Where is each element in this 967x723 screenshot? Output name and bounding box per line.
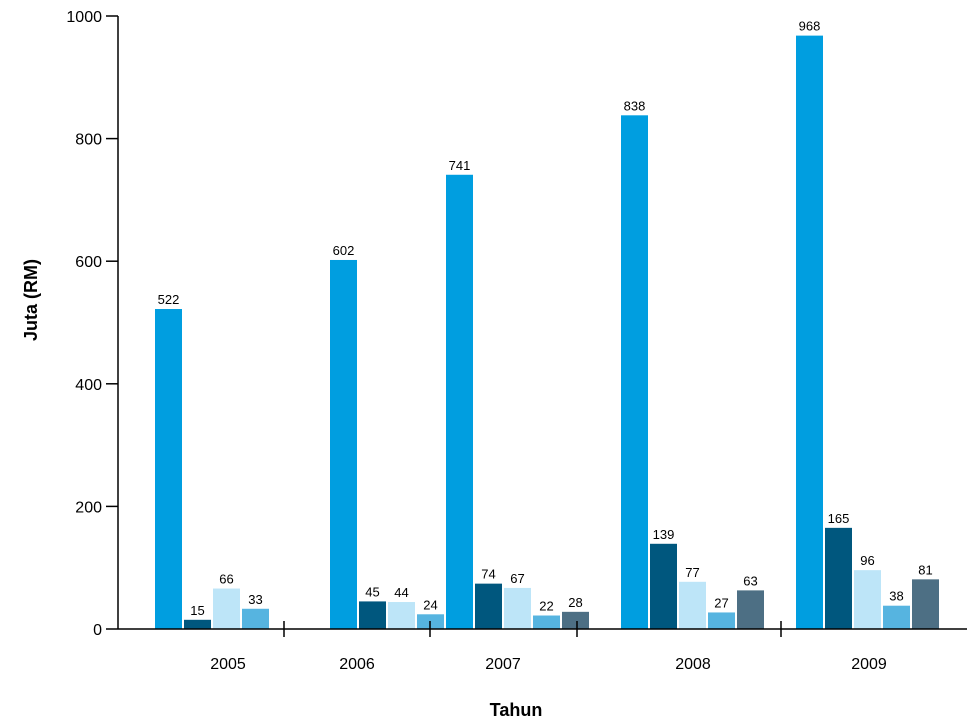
- bar: [621, 115, 648, 629]
- bar-value-label: 968: [799, 19, 821, 34]
- bar-value-label: 66: [219, 572, 233, 587]
- bar-value-label: 63: [743, 573, 757, 588]
- y-tick-label: 200: [75, 499, 102, 516]
- bar-value-label: 33: [248, 592, 262, 607]
- y-tick-label: 0: [93, 622, 102, 639]
- bar: [650, 543, 677, 629]
- bar-value-label: 602: [333, 243, 355, 258]
- bar: [504, 587, 531, 629]
- bar: [359, 601, 386, 629]
- bar: [184, 619, 211, 629]
- bar: [330, 259, 357, 629]
- bar-value-label: 96: [860, 553, 874, 568]
- bar: [475, 583, 502, 629]
- bar-value-label: 44: [394, 585, 408, 600]
- x-tick-label: 2005: [210, 656, 246, 673]
- bar: [446, 174, 473, 629]
- bar: [388, 602, 415, 629]
- y-tick-label: 800: [75, 132, 102, 149]
- y-tick-label: 400: [75, 377, 102, 394]
- bar: [708, 612, 735, 629]
- bar-value-label: 45: [365, 584, 379, 599]
- bar-value-label: 15: [190, 603, 204, 618]
- bar: [155, 309, 182, 629]
- x-ticks: 2005 2006 2007 2008 2009: [210, 621, 887, 673]
- bar-value-label: 27: [714, 595, 728, 610]
- bar-value-label: 77: [685, 565, 699, 580]
- bar: [737, 590, 764, 629]
- y-axis-title: Juta (RM): [21, 259, 41, 341]
- bar: [912, 579, 939, 629]
- bar-value-label: 81: [918, 562, 932, 577]
- y-ticks: 0 200 400 600 800 1000: [66, 9, 118, 639]
- bar: [213, 588, 240, 629]
- bar-value-label: 522: [158, 292, 180, 307]
- x-tick-label: 2008: [675, 656, 711, 673]
- x-tick-label: 2006: [339, 656, 375, 673]
- bar-value-label: 741: [449, 158, 471, 173]
- bar: [883, 605, 910, 629]
- bar-value-label: 139: [653, 527, 675, 542]
- bar-value-label: 24: [423, 597, 437, 612]
- value-labels-layer: 522 15 66 33 602 45 44 24 741 74 67 22 28 838 139 77 27 6…: [158, 19, 933, 618]
- bar: [825, 527, 852, 629]
- bar: [242, 608, 269, 629]
- y-tick-label: 600: [75, 254, 102, 271]
- x-axis-title: Tahun: [490, 700, 543, 720]
- bar-value-label: 165: [828, 511, 850, 526]
- bars-layer: [155, 35, 939, 629]
- bar: [854, 570, 881, 629]
- bar-value-label: 838: [624, 98, 646, 113]
- bar: [533, 615, 560, 629]
- bar-value-label: 74: [481, 567, 495, 582]
- x-tick-label: 2007: [485, 656, 521, 673]
- bar-value-label: 38: [889, 589, 903, 604]
- bar-value-label: 28: [568, 595, 582, 610]
- x-tick-label: 2009: [851, 656, 887, 673]
- bar-value-label: 22: [539, 599, 553, 614]
- bar-value-label: 67: [510, 571, 524, 586]
- bar: [796, 35, 823, 629]
- y-tick-label: 1000: [66, 9, 102, 26]
- bar: [562, 611, 589, 629]
- bar: [679, 581, 706, 629]
